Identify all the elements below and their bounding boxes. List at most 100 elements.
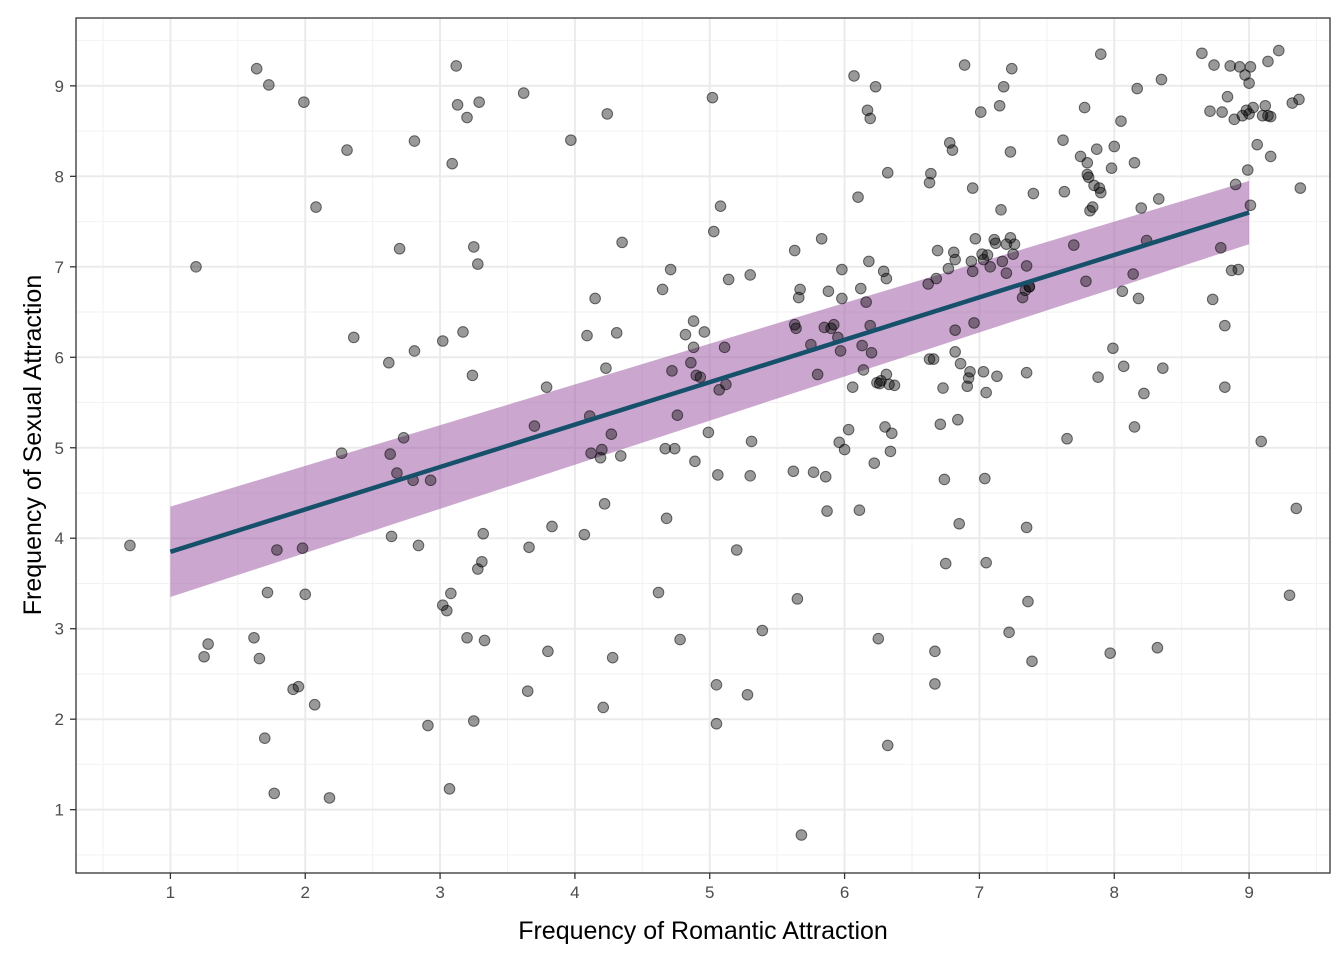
data-point: [741, 688, 754, 701]
data-point: [977, 253, 990, 266]
data-point: [880, 368, 893, 381]
data-point: [1127, 268, 1139, 280]
data-point: [869, 80, 882, 93]
data-point: [1020, 366, 1033, 379]
data-point: [296, 542, 309, 554]
data-point: [467, 241, 480, 253]
data-point: [1005, 62, 1018, 75]
data-point: [1086, 201, 1099, 213]
data-point: [745, 435, 758, 448]
data-point: [730, 544, 743, 556]
data-point: [383, 356, 395, 369]
data-point: [335, 447, 348, 459]
data-point: [1206, 293, 1219, 306]
data-point: [1105, 162, 1118, 174]
data-point: [710, 679, 723, 691]
data-point: [614, 450, 627, 462]
data-point: [660, 512, 673, 525]
data-point: [834, 345, 847, 357]
data-point: [578, 528, 591, 541]
data-point: [248, 631, 260, 644]
data-point: [268, 787, 281, 800]
data-point: [997, 80, 1010, 93]
data-point: [477, 527, 490, 540]
data-point: [1219, 381, 1231, 393]
data-point: [707, 225, 720, 238]
data-point: [565, 134, 577, 146]
data-point: [523, 541, 535, 554]
data-point: [589, 292, 601, 305]
data-point: [821, 505, 833, 517]
data-point: [606, 651, 619, 664]
data-point: [598, 498, 611, 510]
y-tick-label: 9: [55, 77, 64, 96]
data-point: [1058, 185, 1071, 198]
data-point: [605, 428, 618, 440]
data-point: [1068, 239, 1080, 251]
data-point: [984, 261, 997, 273]
data-point: [1219, 319, 1231, 332]
data-point: [198, 650, 210, 663]
data-point: [946, 144, 959, 156]
y-tick-label: 5: [55, 439, 64, 458]
data-point: [980, 386, 992, 399]
data-point: [937, 382, 949, 394]
data-point: [1080, 275, 1092, 288]
data-point: [391, 467, 403, 479]
data-point: [865, 346, 878, 359]
data-point: [597, 701, 610, 714]
y-axis-title: Frequency of Sexual Attraction: [19, 275, 47, 615]
data-point: [996, 255, 1009, 268]
y-tick-label: 1: [55, 801, 64, 820]
data-point: [540, 381, 553, 393]
data-point: [685, 356, 697, 369]
data-point: [958, 59, 971, 71]
data-point: [836, 263, 848, 276]
data-point: [271, 544, 283, 556]
data-point: [836, 292, 848, 305]
confidence-ribbon-layer: [170, 180, 1250, 598]
data-point: [1152, 193, 1165, 205]
data-point: [720, 378, 732, 391]
data-point: [1088, 179, 1100, 192]
data-point: [848, 70, 860, 82]
data-point: [1057, 134, 1069, 146]
data-point: [1138, 387, 1150, 400]
data-point: [461, 111, 473, 124]
data-point: [521, 685, 534, 697]
data-point: [1290, 502, 1303, 515]
data-point: [930, 272, 943, 285]
data-point: [794, 283, 806, 296]
y-tick-label: 3: [55, 620, 64, 639]
data-point: [980, 556, 992, 569]
data-point: [610, 327, 623, 339]
data-point: [923, 176, 936, 189]
data-point: [1022, 595, 1034, 608]
data-point: [1078, 101, 1091, 114]
data-point: [846, 381, 859, 393]
data-point: [702, 426, 715, 439]
data-point: [1135, 202, 1148, 214]
data-point: [943, 137, 956, 149]
data-point: [863, 255, 875, 268]
data-point: [1214, 242, 1227, 254]
data-point: [546, 520, 558, 533]
data-point: [1093, 182, 1106, 194]
data-point: [656, 283, 669, 296]
data-point: [923, 353, 936, 365]
data-point: [190, 261, 202, 273]
data-point: [1000, 267, 1013, 279]
data-point: [616, 236, 628, 249]
data-point: [1243, 77, 1255, 89]
data-point: [756, 624, 769, 637]
data-point: [872, 632, 885, 645]
data-point: [1104, 647, 1117, 659]
panel-border: [75, 17, 1331, 874]
data-point: [1255, 435, 1268, 448]
data-point: [925, 167, 937, 180]
data-point: [397, 432, 410, 444]
data-point: [722, 273, 735, 286]
data-point: [856, 339, 868, 352]
data-point: [1251, 138, 1263, 151]
